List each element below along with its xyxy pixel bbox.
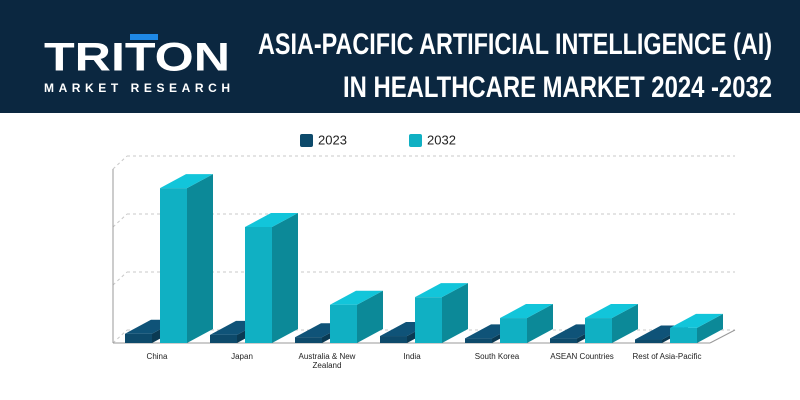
logo-accent	[130, 34, 158, 40]
axis-line	[709, 329, 736, 344]
bar	[245, 213, 298, 343]
brand-tagline: MARKET RESEARCH	[44, 81, 230, 95]
chart-title: IN HEALTHCARE MARKET 2024 -2032	[343, 71, 772, 104]
x-tick-label: ASEAN Countries	[550, 352, 614, 361]
grid-line	[112, 213, 128, 228]
bar	[330, 290, 383, 343]
x-tick-label: Australia & New Zealand	[298, 352, 356, 370]
x-tick-label: India	[403, 352, 421, 361]
x-tick-label: South Korea	[474, 352, 520, 361]
grid-line	[112, 271, 128, 286]
legend-swatch	[409, 134, 422, 147]
chart-title: ASIA-PACIFIC ARTIFICIAL INTELLIGENCE (AI…	[258, 28, 772, 61]
brand-name: TRITON	[44, 36, 230, 80]
grid-line	[112, 155, 128, 170]
header-band	[0, 0, 800, 113]
legend-label: 2023	[318, 132, 347, 147]
grid-line	[112, 329, 128, 344]
bar	[670, 313, 723, 343]
bar	[500, 304, 553, 343]
x-tick-label: Rest of Asia-Pacific	[632, 352, 702, 361]
bar	[160, 174, 213, 343]
x-tick-label: China	[146, 352, 168, 361]
bar	[415, 283, 468, 343]
legend-label: 2032	[427, 132, 456, 147]
legend-swatch	[300, 134, 313, 147]
bar	[585, 304, 638, 343]
x-tick-label: Japan	[231, 352, 253, 361]
